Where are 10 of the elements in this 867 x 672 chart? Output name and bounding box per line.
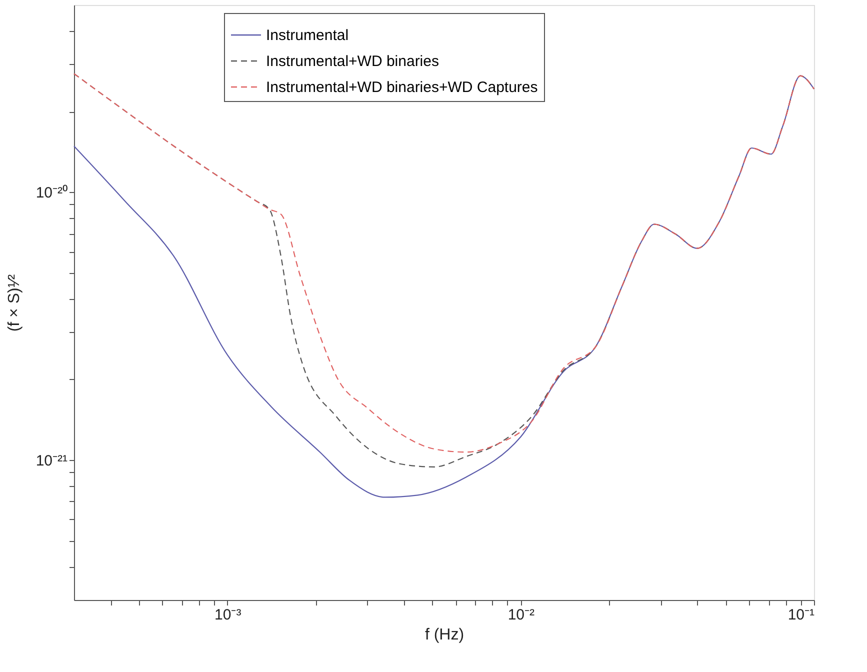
x-tick-label: 10⁻³ — [214, 606, 242, 624]
legend-label: Instrumental — [266, 27, 349, 44]
y-tick-label: 10⁻²¹ — [36, 452, 68, 470]
x-tick-label: 10⁻¹ — [788, 606, 814, 624]
legend-label: Instrumental+WD binaries — [266, 53, 439, 70]
legend-label: Instrumental+WD binaries+WD Captures — [266, 79, 538, 96]
x-axis-title: f (Hz) — [424, 626, 464, 644]
x-tick-label: 10⁻² — [508, 606, 535, 624]
y-tick-label: 10⁻²⁰ — [36, 184, 68, 202]
y-axis-title: (f × S)¹⁄² — [6, 274, 23, 332]
